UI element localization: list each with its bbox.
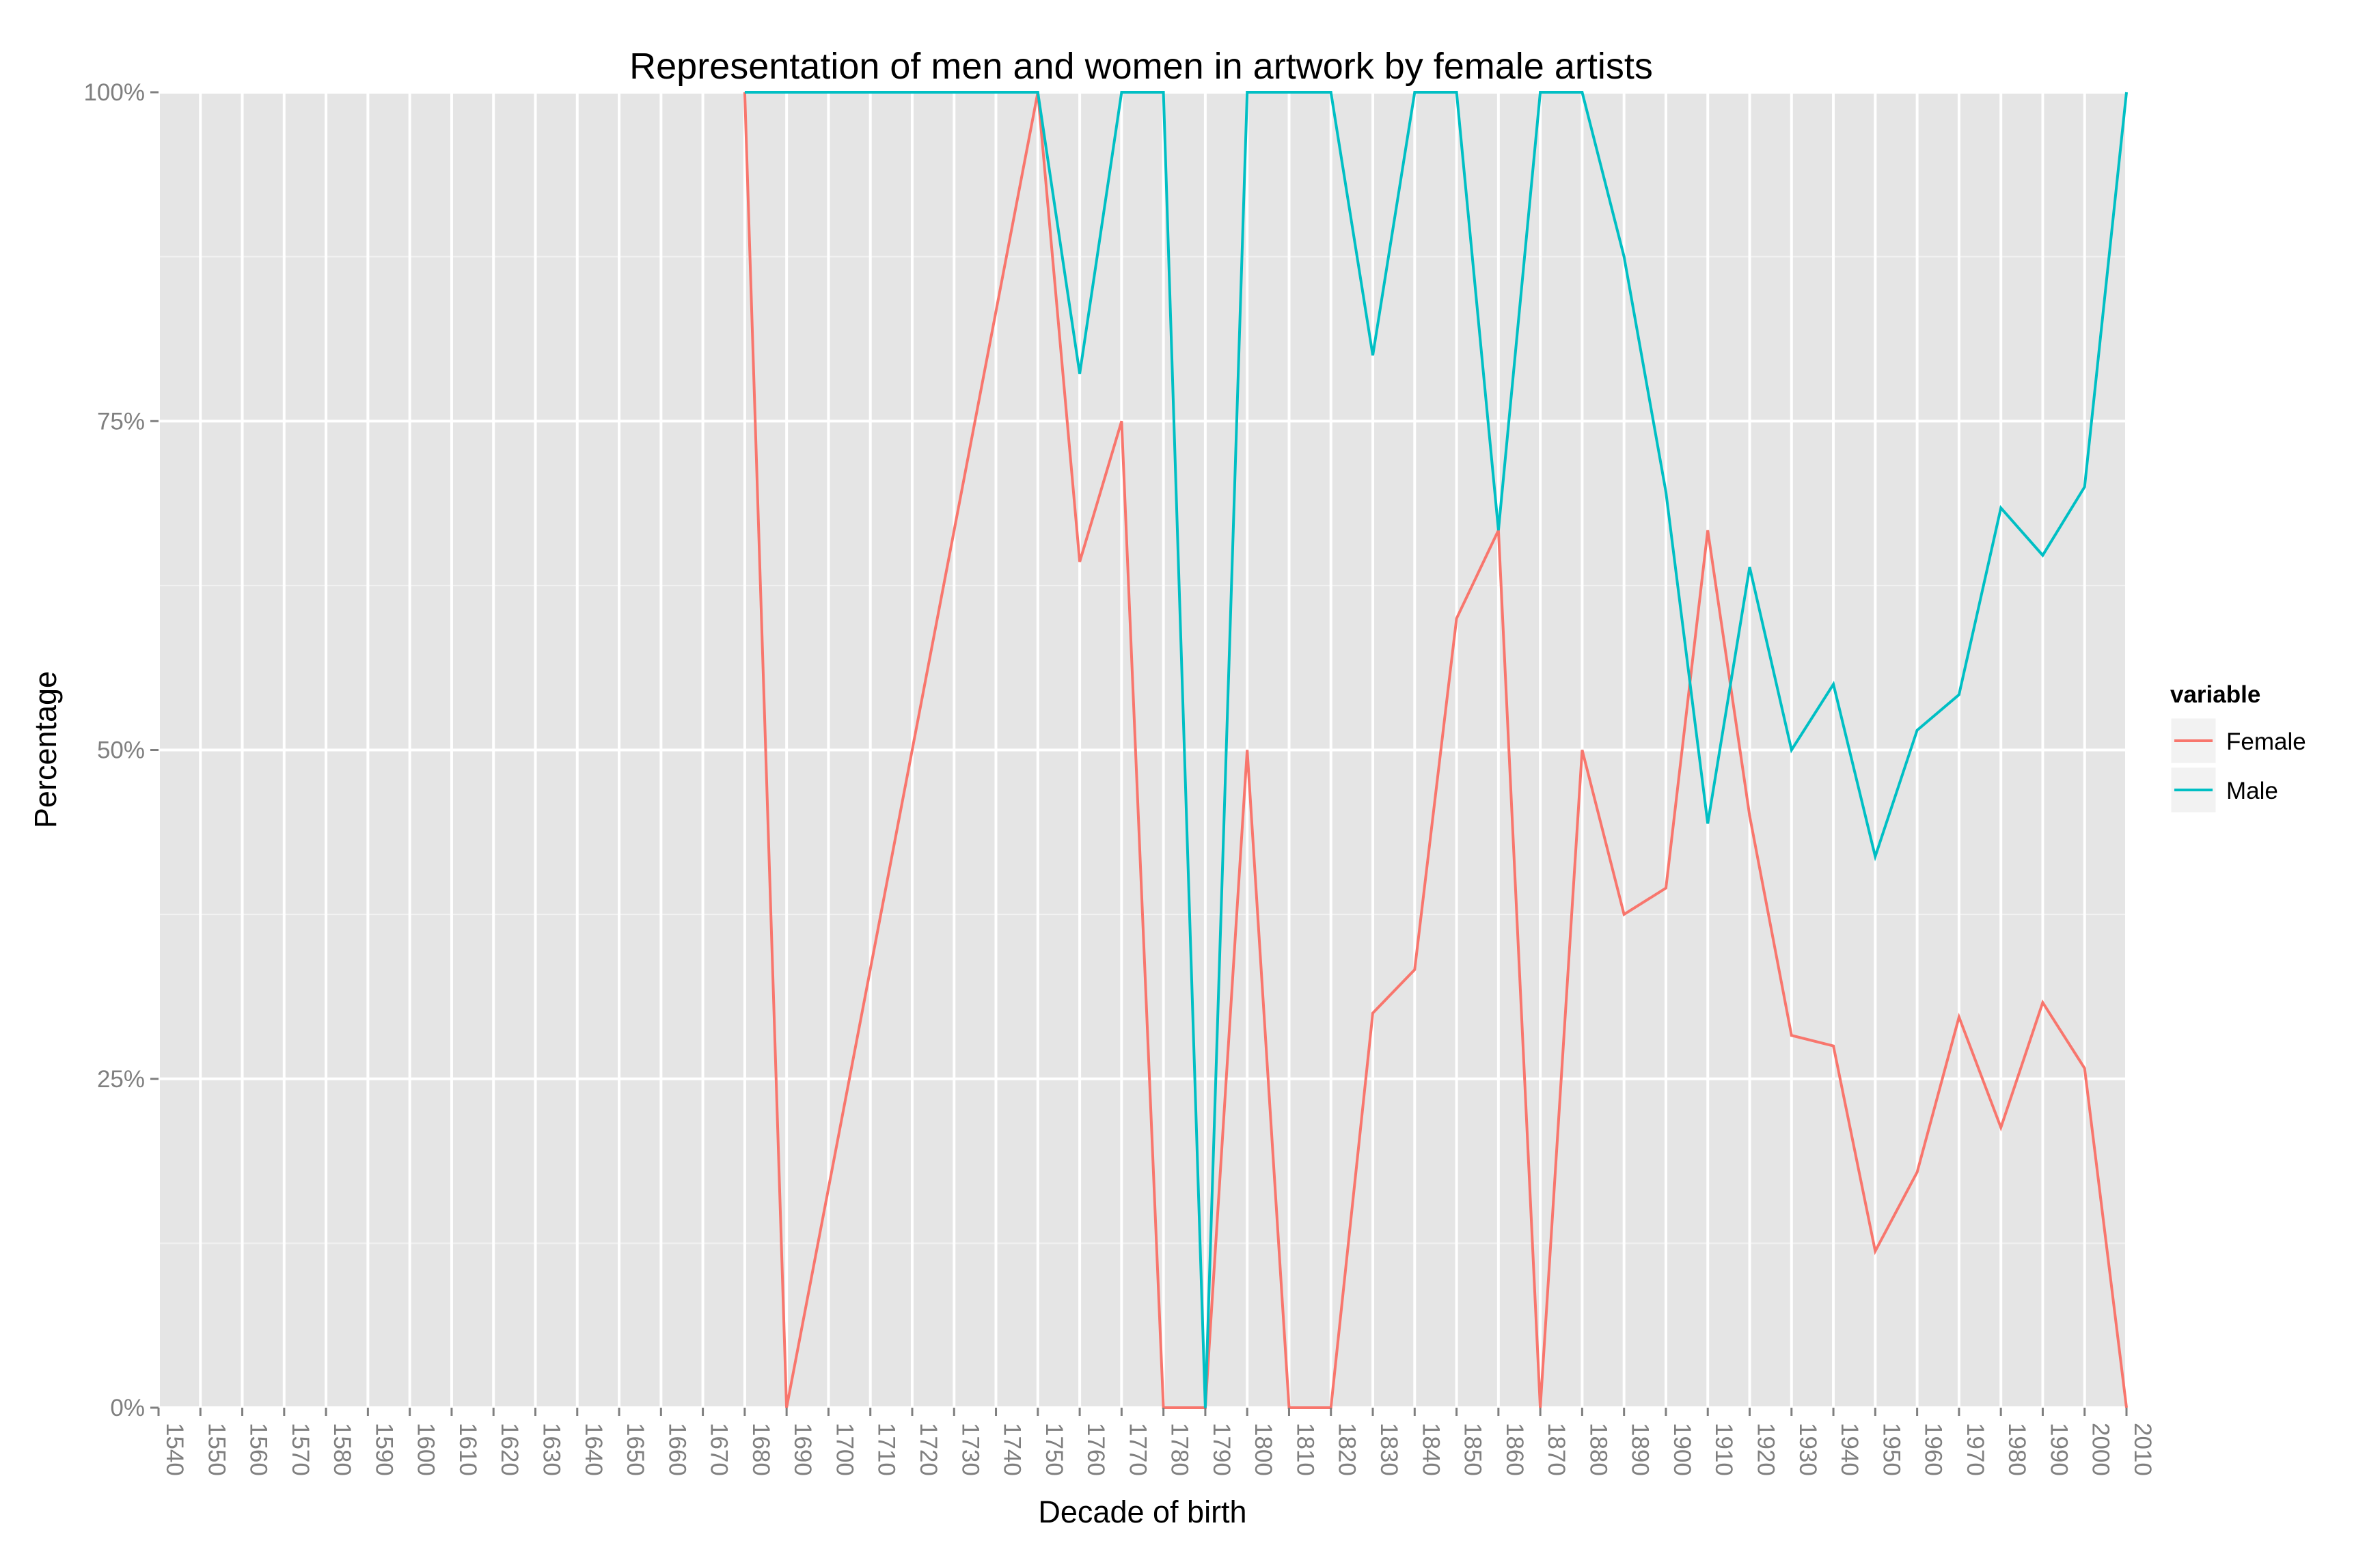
x-tick-label: 1720 <box>915 1423 942 1476</box>
x-tick-label: 1700 <box>831 1423 858 1476</box>
x-tick-label: 1850 <box>1460 1423 1486 1476</box>
x-tick-label: 1950 <box>1878 1423 1904 1476</box>
x-tick-label: 1790 <box>1208 1423 1235 1476</box>
x-tick-label: 1660 <box>664 1423 690 1476</box>
y-tick-label: 25% <box>97 1066 145 1093</box>
x-tick-label: 1600 <box>413 1423 439 1476</box>
x-tick-label: 1710 <box>873 1423 900 1476</box>
x-tick-label: 1940 <box>1836 1423 1863 1476</box>
x-tick-label: 1560 <box>245 1423 272 1476</box>
x-tick-label: 1910 <box>1710 1423 1737 1476</box>
x-tick-label: 1990 <box>2045 1423 2072 1476</box>
x-tick-label: 1970 <box>1962 1423 1988 1476</box>
y-tick-label: 100% <box>83 79 145 106</box>
x-tick-label: 1750 <box>1041 1423 1067 1476</box>
x-tick-label: 2010 <box>2129 1423 2156 1476</box>
x-tick-label: 1900 <box>1669 1423 1695 1476</box>
x-tick-label: 1860 <box>1501 1423 1528 1476</box>
x-tick-label: 1770 <box>1124 1423 1151 1476</box>
y-axis-title: Percentage <box>28 671 63 828</box>
x-tick-label: 1730 <box>957 1423 983 1476</box>
x-tick-label: 1800 <box>1250 1423 1276 1476</box>
x-tick-label: 1690 <box>789 1423 816 1476</box>
x-tick-label: 1870 <box>1543 1423 1570 1476</box>
x-tick-label: 1890 <box>1627 1423 1654 1476</box>
y-tick-label: 0% <box>110 1395 145 1421</box>
x-tick-label: 2000 <box>2088 1423 2114 1476</box>
x-axis: 1540 1550 1560 1570 1580 1590 1600 1610 1620 1630… <box>157 1408 2156 1476</box>
x-tick-label: 1920 <box>1753 1423 1779 1476</box>
x-tick-label: 1840 <box>1417 1423 1444 1476</box>
x-tick-label: 1780 <box>1166 1423 1193 1476</box>
legend: variable Female Male <box>2169 681 2306 815</box>
x-tick-label: 1570 <box>287 1423 314 1476</box>
chart-title: Representation of men and women in artwo… <box>629 46 1653 87</box>
x-tick-label: 1960 <box>1920 1423 1947 1476</box>
y-axis: 0% 25% 50% 75% 100% <box>83 79 159 1421</box>
x-tick-label: 1810 <box>1291 1423 1318 1476</box>
x-tick-label: 1640 <box>580 1423 607 1476</box>
x-tick-label: 1630 <box>538 1423 564 1476</box>
legend-title: variable <box>2170 681 2260 708</box>
x-tick-label: 1580 <box>329 1423 355 1476</box>
x-tick-label: 1620 <box>496 1423 523 1476</box>
x-tick-label: 1880 <box>1585 1423 1611 1476</box>
legend-label-male: Male <box>2226 778 2278 804</box>
x-tick-label: 1610 <box>454 1423 481 1476</box>
x-tick-label: 1820 <box>1334 1423 1360 1476</box>
x-tick-label: 1930 <box>1794 1423 1821 1476</box>
x-tick-label: 1760 <box>1082 1423 1109 1476</box>
legend-items: Female Male <box>2169 716 2306 815</box>
x-axis-title: Decade of birth <box>1038 1494 1246 1529</box>
x-tick-label: 1590 <box>370 1423 397 1476</box>
series-line-male <box>744 91 2128 1408</box>
x-tick-label: 1550 <box>203 1423 230 1476</box>
x-tick-label: 1980 <box>2003 1423 2030 1476</box>
x-tick-label: 1540 <box>161 1423 188 1476</box>
x-tick-label: 1830 <box>1376 1423 1402 1476</box>
y-tick-label: 75% <box>97 408 145 435</box>
legend-label-female: Female <box>2226 728 2306 755</box>
x-tick-label: 1650 <box>622 1423 648 1476</box>
x-tick-label: 1670 <box>706 1423 733 1476</box>
x-tick-label: 1740 <box>999 1423 1026 1476</box>
x-tick-label: 1680 <box>748 1423 774 1476</box>
y-tick-label: 50% <box>97 737 145 764</box>
